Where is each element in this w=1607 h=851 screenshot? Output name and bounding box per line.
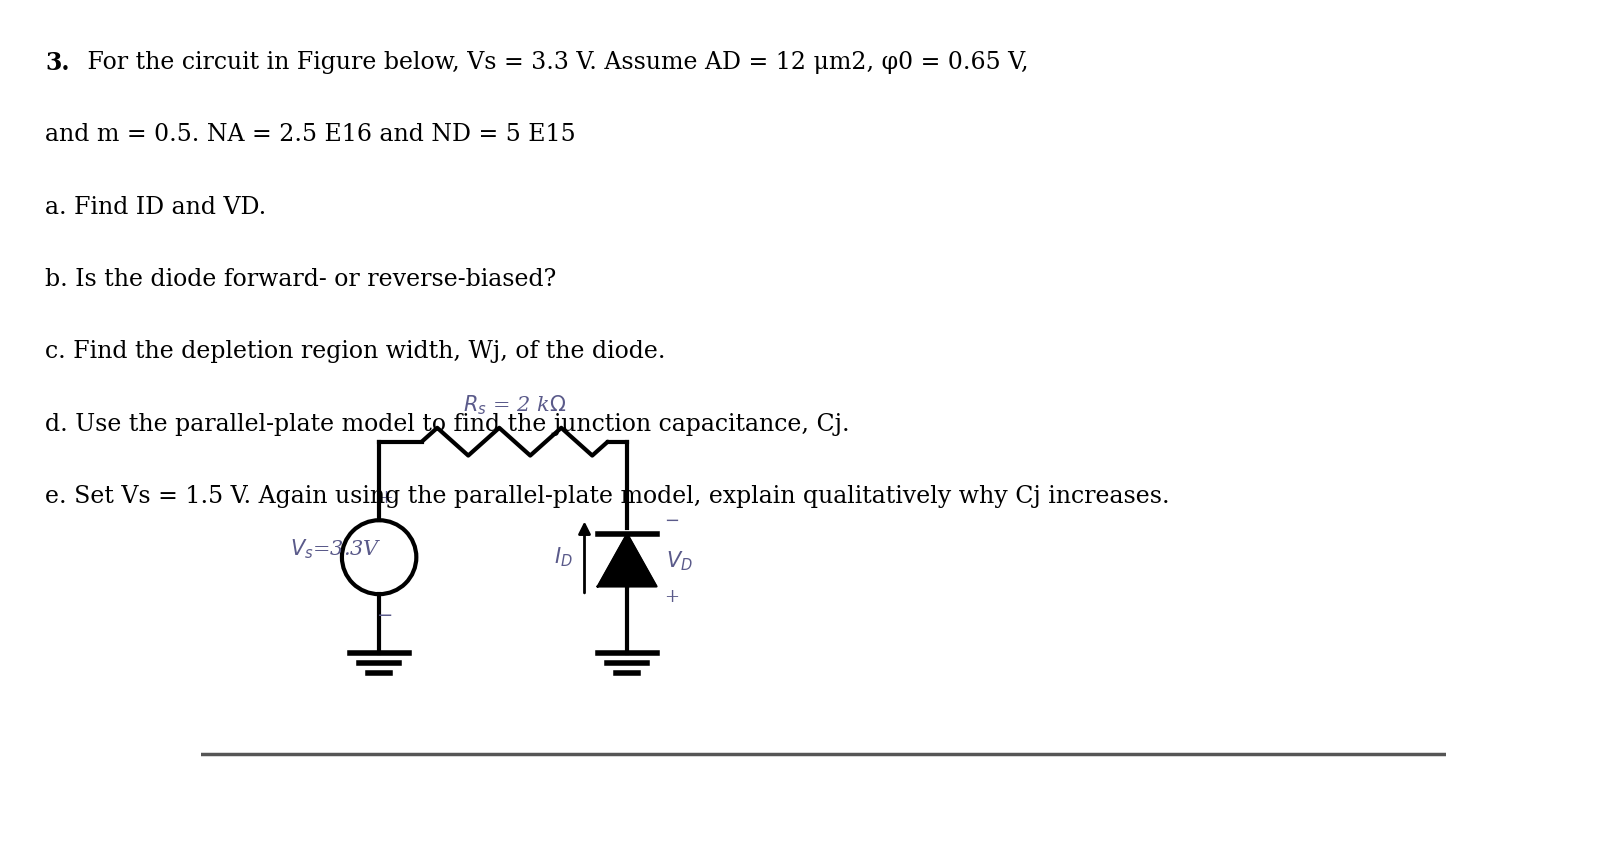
Text: $V_s$=3.3V: $V_s$=3.3V: [289, 538, 381, 562]
Text: +: +: [664, 588, 680, 606]
Text: $R_s$ = 2 k$\Omega$: $R_s$ = 2 k$\Omega$: [463, 393, 566, 417]
Text: −: −: [378, 608, 394, 625]
Text: e. Set Vs = 1.5 V. Again using the parallel-plate model, explain qualitatively w: e. Set Vs = 1.5 V. Again using the paral…: [45, 485, 1170, 508]
Text: 3.: 3.: [45, 51, 69, 75]
Text: c. Find the depletion region width, Wj, of the diode.: c. Find the depletion region width, Wj, …: [45, 340, 665, 363]
Text: $V_D$: $V_D$: [665, 549, 693, 573]
Text: and m = 0.5. NA = 2.5 E16 and ND = 5 E15: and m = 0.5. NA = 2.5 E16 and ND = 5 E15: [45, 123, 575, 146]
Text: +: +: [378, 489, 392, 507]
Text: −: −: [664, 512, 680, 530]
Text: a. Find ID and VD.: a. Find ID and VD.: [45, 196, 267, 219]
Text: b. Is the diode forward- or reverse-biased?: b. Is the diode forward- or reverse-bias…: [45, 268, 556, 291]
Text: For the circuit in Figure below, Vs = 3.3 V. Assume AD = 12 μm2, φ0 = 0.65 V,: For the circuit in Figure below, Vs = 3.…: [80, 51, 1028, 74]
Polygon shape: [598, 534, 657, 586]
Text: $I_D$: $I_D$: [554, 545, 572, 569]
Text: d. Use the parallel-plate model to find the junction capacitance, Cj.: d. Use the parallel-plate model to find …: [45, 413, 850, 436]
